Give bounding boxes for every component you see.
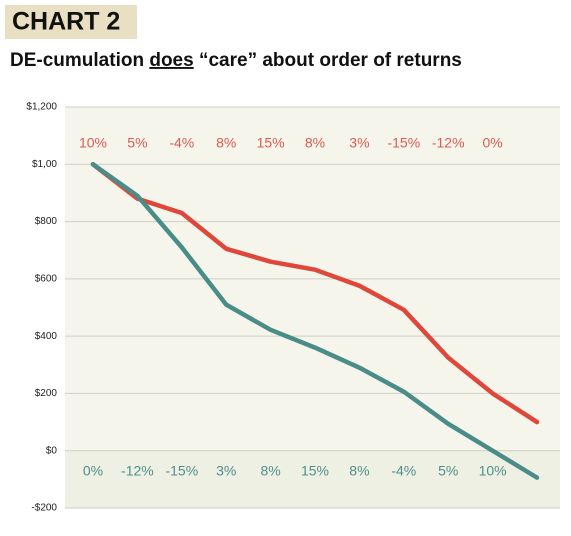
return-label: 5% <box>127 135 147 151</box>
y-tick-label: $600 <box>35 273 58 284</box>
title-box <box>5 5 137 39</box>
y-tick-label: -$200 <box>31 503 57 514</box>
chart-subtitle: DE-cumulation does “care” about order of… <box>10 50 462 71</box>
return-label: -12% <box>432 135 465 151</box>
line-series <box>90 162 540 425</box>
y-tick-label: $200 <box>35 388 58 399</box>
return-label: 3% <box>349 135 369 151</box>
return-label: 10% <box>479 463 507 479</box>
return-label: 8% <box>260 463 280 479</box>
return-label: 8% <box>305 135 325 151</box>
plot-background-negative <box>65 450 560 508</box>
y-tick-label: $400 <box>35 331 58 342</box>
return-label: 10% <box>79 135 107 151</box>
chart-title: CHART 2 <box>12 8 120 36</box>
y-tick-label: $1,00 <box>32 159 57 170</box>
return-label: 8% <box>216 135 236 151</box>
return-label: 0% <box>482 135 502 151</box>
return-label: -15% <box>387 135 420 151</box>
plot-area: -$200 $0 $200 $400 $600 $800 $1,00 $1,200 10% 5% -… <box>26 102 560 514</box>
return-label: -4% <box>391 463 416 479</box>
subtitle-part: “care” about order of returns <box>194 50 462 71</box>
return-label: -12% <box>121 463 154 479</box>
return-label: -15% <box>165 463 198 479</box>
return-label: 15% <box>301 463 329 479</box>
y-tick-label: $1,200 <box>26 102 57 113</box>
return-label: 8% <box>349 463 369 479</box>
return-label: -4% <box>169 135 194 151</box>
line-series <box>90 162 540 480</box>
return-label: 3% <box>216 463 236 479</box>
y-tick-label: $800 <box>35 216 58 227</box>
return-label: 5% <box>438 463 458 479</box>
subtitle-part: does <box>149 50 193 71</box>
y-tick-label: $0 <box>46 445 58 456</box>
subtitle-part: DE-cumulation <box>10 50 149 71</box>
return-label: 0% <box>83 463 103 479</box>
return-label: 15% <box>257 135 285 151</box>
